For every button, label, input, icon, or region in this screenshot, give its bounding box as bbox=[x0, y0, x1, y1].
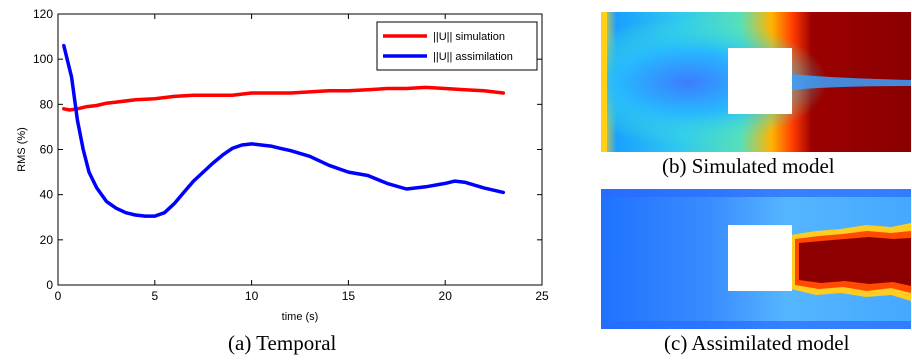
y-tick-label: 40 bbox=[40, 188, 54, 202]
caption-assimilated: (c) Assimilated model bbox=[664, 331, 850, 355]
x-tick-label: 20 bbox=[439, 289, 453, 303]
legend-label: ||U|| assimilation bbox=[433, 51, 513, 63]
y-tick-label: 20 bbox=[40, 233, 54, 247]
y-tick-label: 0 bbox=[46, 278, 53, 292]
x-tick-label: 0 bbox=[55, 289, 62, 303]
legend-box bbox=[376, 21, 538, 71]
legend-label: ||U|| simulation bbox=[433, 31, 505, 43]
y-tick-label: 120 bbox=[33, 7, 53, 21]
caption-temporal: (a) Temporal bbox=[228, 331, 337, 355]
x-tick-label: 5 bbox=[151, 289, 158, 303]
x-axis-label: time (s) bbox=[282, 311, 319, 323]
y-tick-label: 80 bbox=[40, 97, 54, 111]
x-tick-label: 15 bbox=[342, 289, 356, 303]
rms-line-chart: 0 5 10 15 20 25 0 20 40 60 80 100 120 time (s) RMS (%)… bbox=[16, 7, 549, 323]
y-axis-label: RMS (%) bbox=[16, 127, 28, 172]
cylinder-obstacle bbox=[728, 225, 792, 291]
caption-simulated: (b) Simulated model bbox=[662, 154, 835, 178]
x-tick-label: 10 bbox=[245, 289, 259, 303]
y-tick-label: 60 bbox=[40, 143, 54, 157]
series-line-assimilation bbox=[62, 43, 506, 218]
cylinder-obstacle bbox=[728, 48, 792, 114]
assimilated-model-image bbox=[601, 189, 911, 329]
simulated-model-image bbox=[601, 12, 911, 152]
x-tick-label: 25 bbox=[535, 289, 549, 303]
series-line-simulation bbox=[62, 85, 506, 112]
y-tick-label: 100 bbox=[33, 52, 53, 66]
